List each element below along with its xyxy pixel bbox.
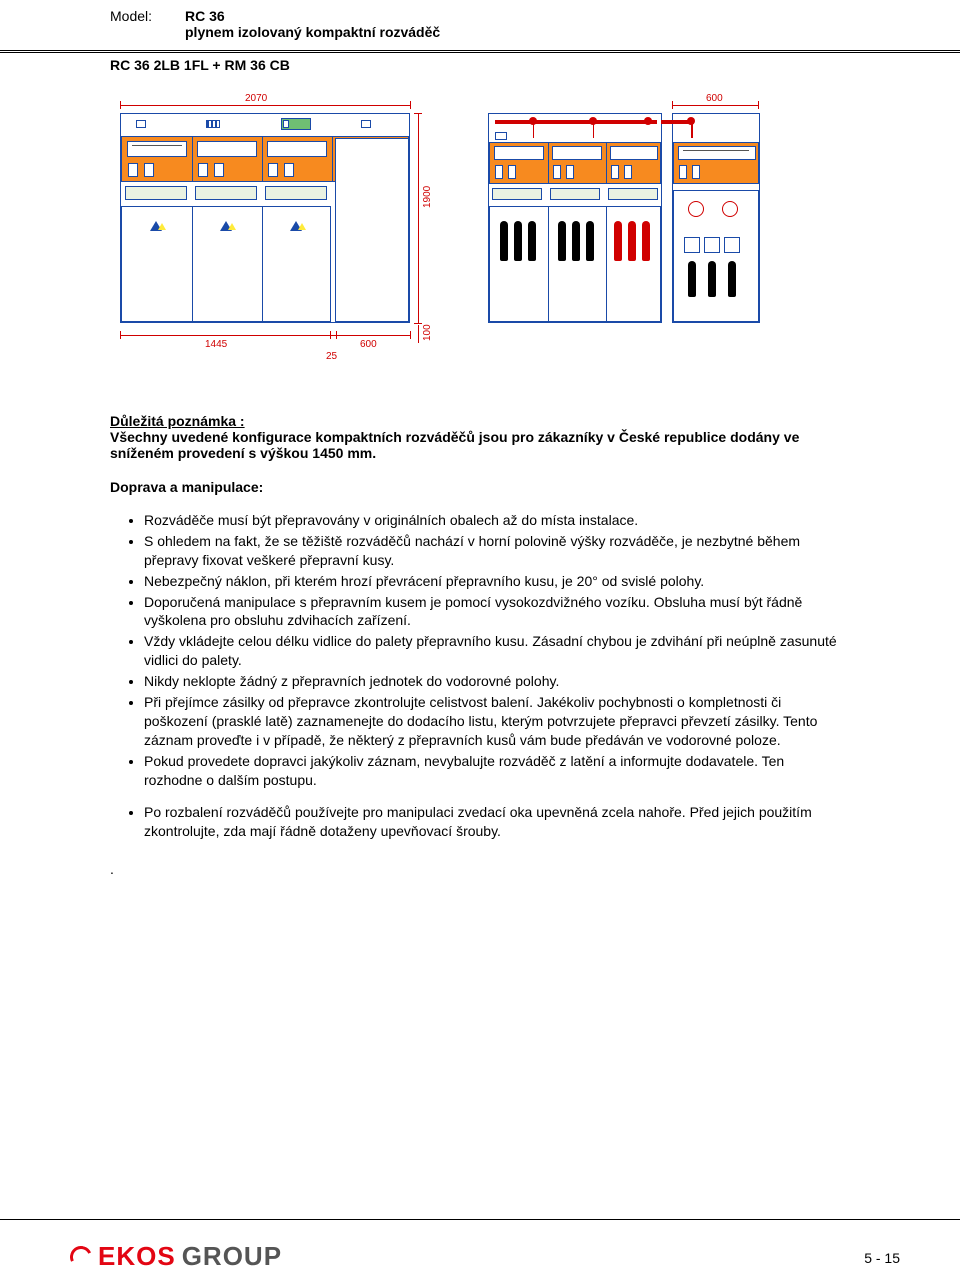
note-title: Důležitá poznámka :: [110, 413, 840, 429]
bullet-item: Při přejímce zásilky od přepravce zkontr…: [144, 693, 840, 750]
bullet-item: S ohledem na fakt, že se těžiště rozvádě…: [144, 532, 840, 570]
dim-bottom-gap: 25: [326, 351, 337, 362]
bullet-item: Rozváděče musí být přepravovány v origin…: [144, 511, 840, 530]
diagram-left: 2070: [110, 93, 440, 373]
dim-height: 1900: [422, 186, 433, 208]
bullet-item: Doporučená manipulace s přepravním kusem…: [144, 593, 840, 631]
logo-text-group: GROUP: [182, 1241, 282, 1272]
config-subtitle: RC 36 2LB 1FL + RM 36 CB: [0, 53, 960, 73]
bullet-item: Vždy vkládejte celou délku vidlice do pa…: [144, 632, 840, 670]
logo-text-ekos: EKOS: [98, 1241, 176, 1272]
dim-bottom-height: 100: [422, 324, 433, 341]
section-title: Doprava a manipulace:: [110, 479, 840, 495]
footer-rule: [0, 1219, 960, 1220]
bullet-item: Nikdy neklopte žádný z přepravních jedno…: [144, 672, 840, 691]
brand-logo: EKOS GROUP: [70, 1241, 282, 1272]
bullet-item: Po rozbalení rozváděčů používejte pro ma…: [144, 803, 840, 841]
bullet-item: Nebezpečný náklon, při kterém hrozí přev…: [144, 572, 840, 591]
model-label: Model:: [110, 8, 165, 24]
diagrams-row: 2070: [0, 73, 960, 373]
bullet-item: Pokud provedete dopravci jakýkoliv zázna…: [144, 752, 840, 790]
dim-bottom-1: 1445: [205, 339, 227, 350]
model-description: plynem izolovaný kompaktní rozváděč: [185, 24, 960, 40]
dim-bottom-2: 600: [360, 339, 377, 350]
logo-swirl-icon: [67, 1242, 95, 1270]
bullet-list-1: Rozváděče musí být přepravovány v origin…: [110, 511, 840, 789]
header-rule-1: [0, 50, 960, 51]
dim-top: 2070: [245, 93, 267, 104]
model-value: RC 36: [185, 8, 225, 24]
text-content: Důležitá poznámka : Všechny uvedené konf…: [0, 373, 960, 877]
note-body: Všechny uvedené konfigurace kompaktních …: [110, 429, 840, 461]
trailing-period: .: [110, 861, 840, 877]
bullet-list-2: Po rozbalení rozváděčů používejte pro ma…: [110, 803, 840, 841]
document-header: Model: RC 36 plynem izolovaný kompaktní …: [0, 0, 960, 46]
diagram-right: 600: [480, 93, 800, 373]
dim-top-right: 600: [706, 93, 723, 104]
page-number: 5 - 15: [864, 1250, 900, 1266]
